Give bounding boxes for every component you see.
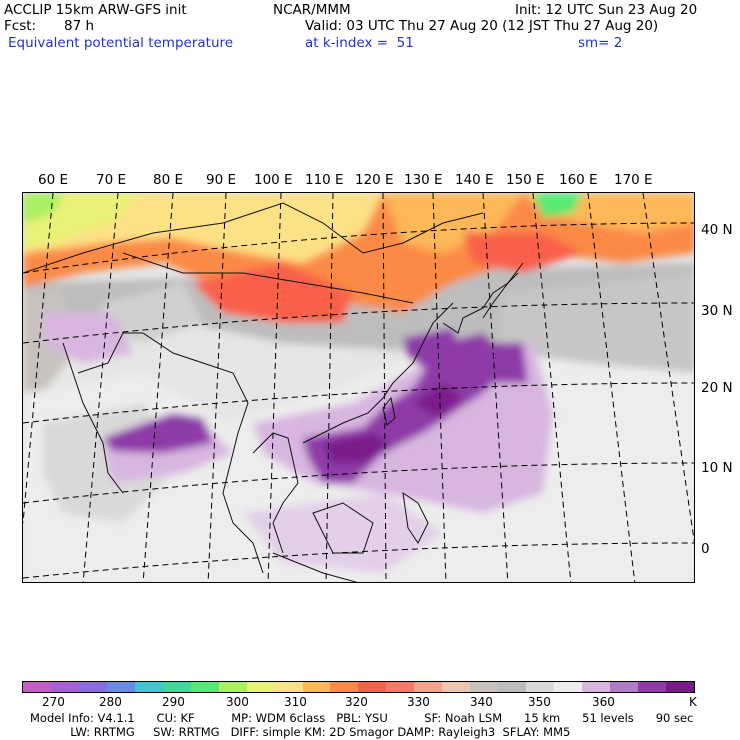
colorbar-swatch <box>610 682 638 692</box>
lat-label: 30 N <box>701 303 733 319</box>
lat-label: 20 N <box>701 380 733 396</box>
colorbar-swatch <box>470 682 499 692</box>
colorbar-swatch <box>78 682 107 692</box>
lon-label: 110 E <box>305 172 344 188</box>
colorbar-swatch <box>162 682 191 692</box>
lat-label: 0 <box>701 541 710 557</box>
lon-label: 130 E <box>404 172 443 188</box>
map-panel <box>22 192 695 583</box>
colorbar-swatch <box>190 682 219 692</box>
colorbar-swatch <box>442 682 471 692</box>
lon-label: 60 E <box>38 172 68 188</box>
colorbar-tick: 360 <box>592 695 615 709</box>
colorbar-swatch <box>386 682 415 692</box>
lon-label: 70 E <box>96 172 126 188</box>
lon-label: 100 E <box>254 172 293 188</box>
lon-label: 120 E <box>355 172 394 188</box>
colorbar-swatch <box>498 682 527 692</box>
lat-label: 40 N <box>701 222 733 238</box>
colorbar-swatch <box>582 682 611 692</box>
model-info-line1: Model Info: V4.1.1 CU: KF MP: WDM 6class… <box>30 711 694 725</box>
org-label: NCAR/MMM <box>273 2 351 18</box>
graticule <box>23 193 694 582</box>
colorbar-swatch <box>665 682 694 692</box>
colorbar-swatch <box>23 682 51 692</box>
init-time: Init: 12 UTC Sun 23 Aug 20 <box>515 2 698 18</box>
colorbar-swatch <box>358 682 387 692</box>
colorbar-tick: 340 <box>470 695 493 709</box>
colorbar-tick: 300 <box>226 695 249 709</box>
colorbar-tick: 310 <box>284 695 307 709</box>
colorbar-tick: 290 <box>162 695 185 709</box>
colorbar-swatch <box>134 682 163 692</box>
colorbar-tick: 270 <box>42 695 65 709</box>
lat-label: 10 N <box>701 460 733 476</box>
field-name: Equivalent potential temperature <box>8 35 234 51</box>
lon-label: 140 E <box>455 172 494 188</box>
model-info-line2: LW: RRTMG SW: RRTMG DIFF: simple KM: 2D … <box>30 725 571 739</box>
colorbar-swatch <box>302 682 331 692</box>
field-patches <box>23 193 694 582</box>
lon-label: 160 E <box>559 172 598 188</box>
colorbar <box>22 681 695 693</box>
colorbar-tick: 330 <box>407 695 430 709</box>
coastlines <box>23 202 524 582</box>
theta-e-field <box>23 193 694 582</box>
colorbar-swatch <box>526 682 555 692</box>
colorbar-swatch <box>246 682 275 692</box>
colorbar-tick: 350 <box>528 695 551 709</box>
smoothing-label: sm= 2 <box>578 35 623 51</box>
lon-label: 80 E <box>153 172 183 188</box>
lon-label: 90 E <box>206 172 236 188</box>
level-label: at k-index = 51 <box>305 35 414 51</box>
colorbar-swatch <box>106 682 135 692</box>
lon-label: 150 E <box>506 172 545 188</box>
colorbar-swatch <box>50 682 79 692</box>
colorbar-tick: 280 <box>99 695 122 709</box>
colorbar-swatch <box>218 682 247 692</box>
model-title: ACCLIP 15km ARW-GFS init <box>4 2 187 18</box>
colorbar-swatch <box>414 682 443 692</box>
forecast-hours: 87 h <box>64 18 95 34</box>
valid-time: Valid: 03 UTC Thu 27 Aug 20 (12 JST Thu … <box>305 18 659 34</box>
colorbar-swatch <box>637 682 666 692</box>
colorbar-swatch <box>554 682 583 692</box>
colorbar-swatch <box>330 682 359 692</box>
colorbar-unit: K <box>689 695 697 709</box>
colorbar-tick: 320 <box>345 695 368 709</box>
forecast-label: Fcst: <box>4 18 37 34</box>
lon-label: 170 E <box>614 172 653 188</box>
colorbar-swatch <box>274 682 303 692</box>
